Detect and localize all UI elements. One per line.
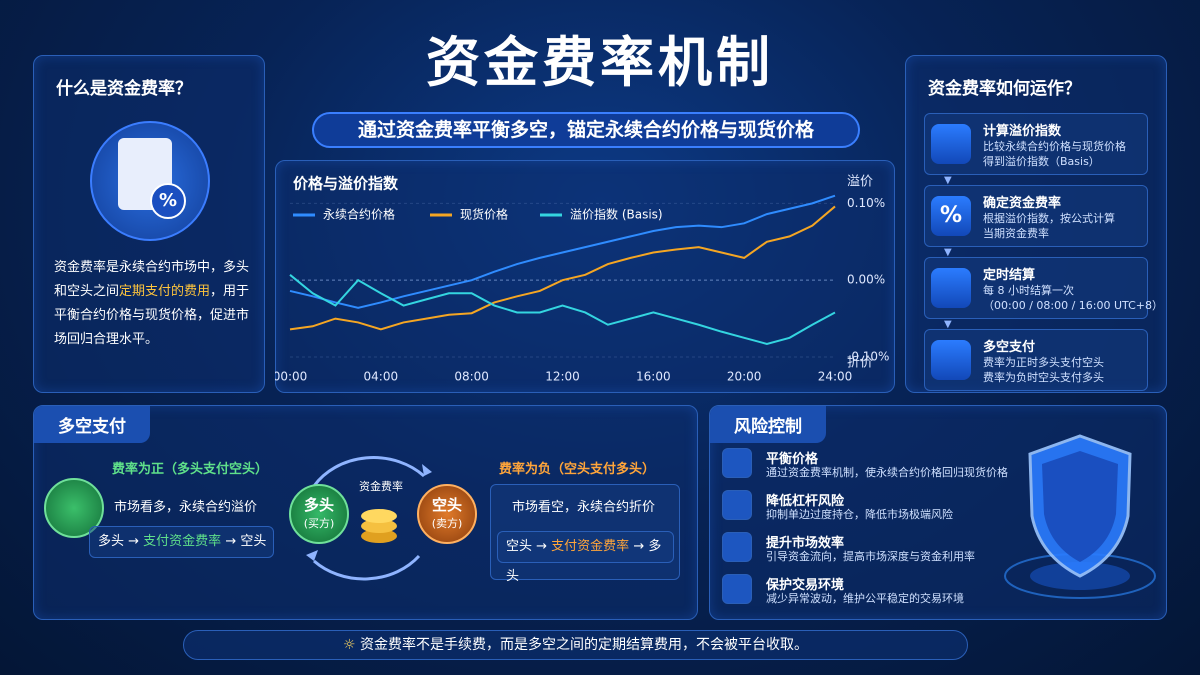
main-title: 资金费率机制	[426, 31, 774, 94]
step-desc: 费率为负时空头支付多头	[983, 371, 1104, 384]
text: 多头 →	[98, 534, 144, 549]
step-arrow: ▼	[944, 319, 952, 330]
x-tick-label: 16:00	[636, 370, 671, 384]
x-tick-label: 04:00	[364, 370, 399, 384]
positive-title: 费率为正（多头支付空头）	[112, 462, 269, 477]
x-tick-label: 24:00	[818, 370, 853, 384]
risk-icon	[722, 532, 752, 562]
risk-title: 降低杠杆风险	[766, 494, 845, 509]
label: 多头	[303, 496, 334, 514]
text: 资金费率是永续合约市场中，多头和空头之间	[54, 260, 250, 299]
risk-title: 平衡价格	[766, 452, 819, 467]
y-tick-label: 0.10%	[847, 196, 885, 210]
x-tick-label: 00:00	[275, 370, 307, 384]
step-title: 计算溢价指数	[983, 124, 1062, 139]
label: (买方)	[303, 517, 335, 530]
what-is-panel: 什么是资金费率？ % 资金费率是永续合约市场中，多头和空头之间定期支付的费用，用…	[33, 55, 265, 393]
chart-title: 价格与溢价指数	[293, 175, 399, 193]
text: 资金费率不是手续费，而是多空之间的定期结算费用，不会被平台收取。	[360, 637, 808, 653]
x-tick-label: 12:00	[545, 370, 580, 384]
negative-title: 费率为负（空头支付多头）	[499, 462, 656, 477]
negative-flow: 空头 → 支付资金费率 → 多头	[497, 531, 674, 584]
text: → 多头	[506, 539, 662, 584]
panel-title: 风险控制	[710, 406, 826, 443]
step-desc: 得到溢价指数（Basis）	[983, 155, 1100, 168]
y-tick-label: 0.00%	[847, 273, 885, 287]
step-icon: %	[931, 196, 971, 236]
shield	[1004, 434, 1156, 599]
panel-title: 多空支付	[34, 406, 150, 443]
step-title: 多空支付	[983, 340, 1036, 355]
negative-text: 市场看空，永续合约折价	[512, 500, 656, 515]
legend-label: 永续合约价格	[323, 207, 395, 222]
step-arrow: ▼	[944, 247, 952, 258]
subtitle: 通过资金费率平衡多空，锚定永续合约价格与现货价格	[312, 112, 860, 148]
step-arrow: ▼	[944, 175, 952, 186]
risk-icon	[722, 448, 752, 478]
risk-desc: 引导资金流向，提高市场深度与资金利用率	[766, 550, 975, 563]
step: 多空支付 费率为正时多头支付空头 费率为负时空头支付多头	[924, 329, 1148, 391]
footer-note: ☼ 资金费率不是手续费，而是多空之间的定期结算费用，不会被平台收取。	[183, 630, 968, 660]
positive-text: 市场看多，永续合约溢价	[114, 500, 258, 515]
text: → 空头	[221, 534, 267, 549]
legend-label: 溢价指数 (Basis)	[570, 207, 663, 222]
panel-title: 什么是资金费率？	[56, 79, 192, 99]
x-tick-label: 20:00	[727, 370, 762, 384]
payment-panel: 多空支付 费率为正（多头支付空头） 市场看多，永续合约溢价 多头 → 支付资金费…	[33, 405, 698, 620]
risk-title: 提升市场效率	[766, 536, 845, 551]
y-axis-label: 溢价	[847, 175, 873, 190]
long-node: 多头 (买方)	[289, 484, 349, 544]
risk-desc: 减少异常波动，维护公平稳定的交易环境	[766, 592, 964, 605]
series-line	[289, 205, 836, 331]
step-desc: 每 8 小时结算一次	[983, 284, 1074, 297]
label: 空头	[431, 496, 462, 514]
step-desc: （00:00 / 08:00 / 16:00 UTC+8）	[983, 299, 1164, 312]
step-desc: 费率为正时多头支付空头	[983, 356, 1104, 369]
series-line	[289, 274, 836, 345]
step-icon	[931, 124, 971, 164]
risk-icon	[722, 574, 752, 604]
step: 计算溢价指数 比较永续合约价格与现货价格 得到溢价指数（Basis）	[924, 113, 1148, 175]
y-axis-label: 折价	[847, 356, 873, 371]
how-panel: 资金费率如何运作？ 计算溢价指数 比较永续合约价格与现货价格 得到溢价指数（Basi…	[905, 55, 1167, 393]
text: ，用于平衡合约价格与现货价格，促进市场回归合理水平。	[54, 284, 250, 347]
highlight: 定期支付的费用	[119, 284, 211, 299]
step-icon	[931, 268, 971, 308]
step-title: 确定资金费率	[983, 196, 1062, 211]
step: % 确定资金费率 根据溢价指数，按公式计算 当期资金费率	[924, 185, 1148, 247]
definition: 资金费率是永续合约市场中，多头和空头之间定期支付的费用，用于平衡合约价格与现货价…	[54, 256, 254, 352]
x-tick-label: 08:00	[454, 370, 489, 384]
step-desc: 比较永续合约价格与现货价格	[983, 140, 1126, 153]
cycle-arrows	[306, 456, 432, 581]
text: 支付资金费率	[143, 534, 222, 549]
center-label: 资金费率	[359, 480, 403, 493]
y-tick-label: -0.10%	[847, 350, 889, 364]
risk-panel: 风险控制 平衡价格 通过资金费率机制，使永续合约价格回归现货价格 降低杠杆风险 抑制单…	[709, 405, 1167, 620]
risk-desc: 通过资金费率机制，使永续合约价格回归现货价格	[766, 466, 1008, 479]
short-node: 空头 (卖方)	[417, 484, 477, 544]
step-title: 定时结算	[983, 268, 1036, 283]
step-desc: 当期资金费率	[983, 227, 1049, 240]
legend-label: 现货价格	[460, 207, 508, 222]
chart-panel: 价格与溢价指数 溢价折价 0.10% 0.00% -0.10% 00:00 04:00 08:…	[275, 160, 895, 393]
positive-flow: 多头 → 支付资金费率 → 空头	[89, 526, 274, 558]
risk-desc: 抑制单边过度持仓，降低市场极端风险	[766, 508, 953, 521]
text: 空头 →	[506, 539, 552, 554]
risk-icon	[722, 490, 752, 520]
risk-title: 保护交易环境	[766, 578, 845, 593]
label: (卖方)	[431, 517, 463, 530]
step-icon	[931, 340, 971, 380]
text: 支付资金费率	[551, 539, 630, 554]
step-desc: 根据溢价指数，按公式计算	[983, 212, 1115, 225]
panel-title: 资金费率如何运作？	[928, 79, 1081, 99]
percent-icon: %	[150, 183, 186, 219]
series-line	[289, 194, 836, 309]
step: 定时结算每 8 小时结算一次 （00:00 / 08:00 / 16:00 UTC…	[924, 257, 1163, 319]
